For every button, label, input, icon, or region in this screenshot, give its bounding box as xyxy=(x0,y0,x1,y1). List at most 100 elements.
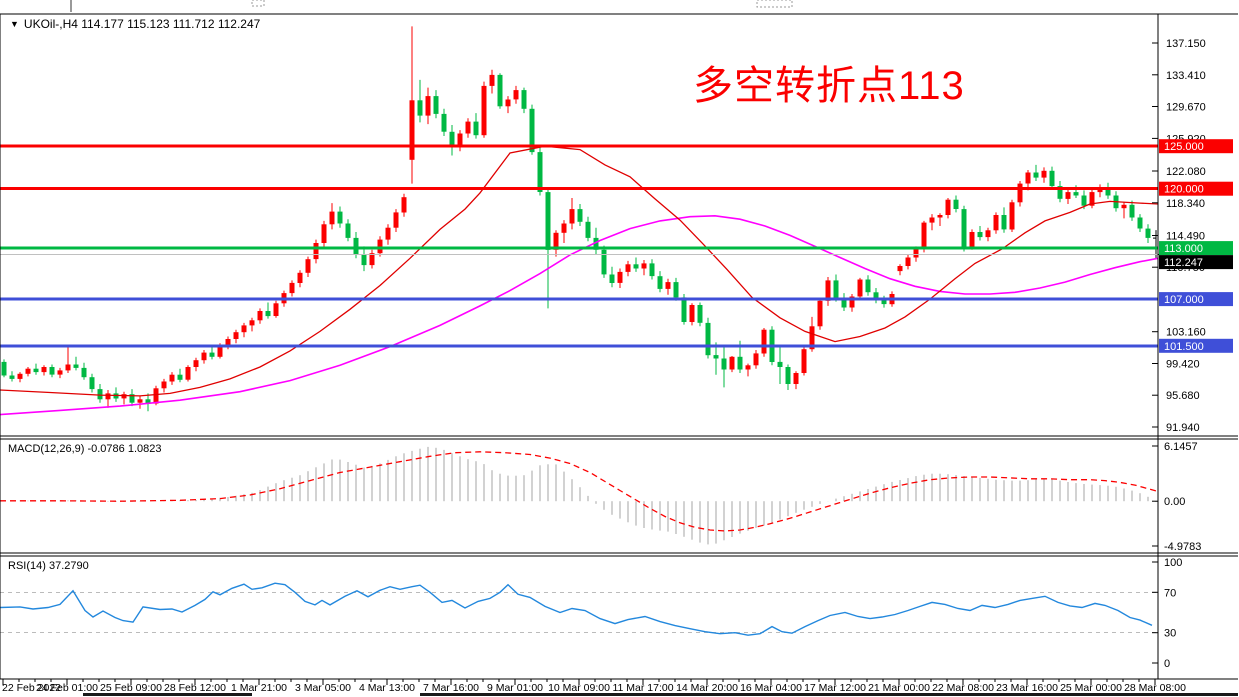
time-axis-label: 22 Mar 08:00 xyxy=(932,682,994,694)
candle-body xyxy=(457,133,463,146)
price-tag-label: 101.500 xyxy=(1164,341,1204,353)
candle-body xyxy=(257,311,263,321)
candle-body xyxy=(1137,217,1143,229)
candle-body xyxy=(1017,183,1023,203)
candle-body xyxy=(209,352,215,357)
candle-body xyxy=(873,292,879,300)
candle-body xyxy=(649,263,655,277)
bottom-bar-fragment xyxy=(420,693,1238,696)
time-axis-label: 4 Mar 13:00 xyxy=(359,682,415,694)
candle-body xyxy=(505,99,511,107)
candle-body xyxy=(65,364,71,371)
toolbar-fragment xyxy=(756,0,793,8)
time-axis-label: 21 Mar 00:00 xyxy=(868,682,930,694)
candle-body xyxy=(945,199,951,215)
candle-body xyxy=(289,282,295,294)
price-tag xyxy=(1159,255,1233,270)
price-tag-label: 125.000 xyxy=(1164,141,1204,153)
candle-body xyxy=(321,224,327,243)
candle-body xyxy=(665,282,671,289)
candle-body xyxy=(473,121,479,136)
candle-body xyxy=(345,223,351,238)
rsi-tick-label: 100 xyxy=(1164,557,1182,569)
candle-body xyxy=(193,360,199,367)
macd-tick-label: 0.00 xyxy=(1164,496,1185,508)
candle-body xyxy=(921,222,927,249)
candle-body xyxy=(129,394,135,403)
candle-body xyxy=(801,349,807,373)
candle-body xyxy=(713,355,719,359)
time-axis-label: 25 Mar 00:00 xyxy=(1060,682,1122,694)
macd-signal-line xyxy=(0,451,1159,532)
price-tag xyxy=(1159,241,1233,256)
candle-body xyxy=(305,259,311,273)
time-axis-label: 3 Mar 05:00 xyxy=(295,682,351,694)
time-axis-label: 28 Mar 08:00 xyxy=(1124,682,1186,694)
candle-body xyxy=(913,249,919,258)
candle-body xyxy=(793,373,799,384)
symbol-dropdown-icon[interactable]: ▼ xyxy=(10,19,19,29)
price-tick-label: 118.340 xyxy=(1166,198,1205,210)
time-axis-label: 17 Mar 12:00 xyxy=(804,682,866,694)
candles-group xyxy=(1,26,1159,412)
candle-body xyxy=(145,399,151,404)
candle-body xyxy=(401,197,407,213)
candle-body xyxy=(673,282,679,298)
candle-body xyxy=(753,353,759,366)
time-axis-label: 16 Mar 04:00 xyxy=(740,682,802,694)
chart-annotation-text: 多空转折点113 xyxy=(693,64,965,108)
rsi-tick-label: 70 xyxy=(1164,587,1176,599)
candle-body xyxy=(169,374,175,382)
symbol-ohlc-text: UKOil-,H4 114.177 115.123 111.712 112.24… xyxy=(23,17,261,31)
candle-body xyxy=(1009,202,1015,230)
macd-indicator-label: MACD(12,26,9) -0.0786 1.0823 xyxy=(8,443,162,455)
candle-body xyxy=(361,254,367,266)
candle-body xyxy=(577,209,583,222)
candle-body xyxy=(201,352,207,361)
candle-body xyxy=(625,264,631,272)
candle-body xyxy=(569,209,575,224)
rsi-tick-label: 30 xyxy=(1164,628,1176,640)
candle-body xyxy=(265,311,271,317)
candle-body xyxy=(1145,228,1151,238)
candle-body xyxy=(409,100,415,160)
price-tag xyxy=(1159,181,1233,196)
bottom-bar-fragment xyxy=(83,693,252,696)
candle-body xyxy=(121,394,127,399)
candle-body xyxy=(897,266,903,272)
toolbar-fragment xyxy=(70,0,72,12)
candle-body xyxy=(481,85,487,136)
candle-body xyxy=(1033,172,1039,178)
candle-body xyxy=(841,298,847,308)
candle-body xyxy=(353,237,359,254)
toolbar-fragment xyxy=(251,0,265,7)
candle-body xyxy=(225,339,231,346)
candle-body xyxy=(449,131,455,146)
candle-body xyxy=(297,272,303,283)
rsi-line xyxy=(0,582,1153,636)
price-tag-label: 107.000 xyxy=(1164,294,1204,306)
candle-body xyxy=(609,274,615,283)
time-axis-label: 28 Feb 12:00 xyxy=(164,682,226,694)
candle-body xyxy=(441,113,447,132)
ma-fast-line xyxy=(0,145,1159,397)
candle-body xyxy=(81,367,87,378)
candle-body xyxy=(241,325,247,333)
candle-body xyxy=(273,303,279,316)
candle-body xyxy=(329,211,335,225)
candle-body xyxy=(681,297,687,322)
candle-body xyxy=(233,332,239,339)
price-axis-group: 137.150133.410129.670125.920122.080118.3… xyxy=(1152,38,1206,670)
price-tag xyxy=(1159,338,1233,353)
price-tag xyxy=(1159,139,1233,154)
candle-body xyxy=(9,375,15,379)
candle-body xyxy=(161,381,167,389)
candle-body xyxy=(689,305,695,322)
candle-body xyxy=(57,370,63,375)
candle-body xyxy=(953,199,959,209)
candle-body xyxy=(657,276,663,289)
candle-body xyxy=(641,263,647,269)
time-axis-label: 24 Feb 01:00 xyxy=(36,682,98,694)
